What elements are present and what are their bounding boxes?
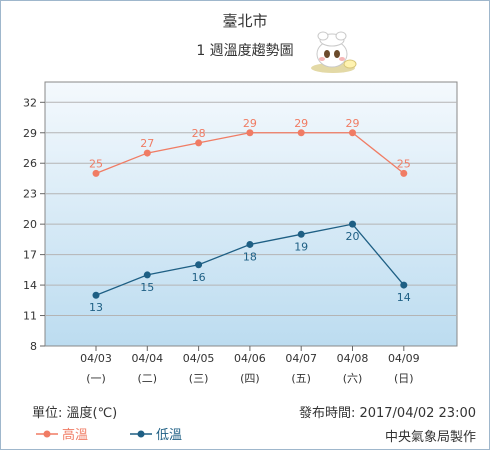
- y-tick-label: 8: [30, 340, 37, 353]
- legend-item-high: 高溫: [36, 424, 88, 443]
- data-point-low: [195, 261, 203, 269]
- data-label-low: 16: [192, 271, 206, 284]
- issued-time: 發布時間: 2017/04/02 23:00: [298, 406, 476, 421]
- x-weekday-label: (一): [86, 372, 106, 385]
- data-label-low: 19: [294, 240, 308, 253]
- y-tick-label: 23: [23, 188, 37, 201]
- data-point-high: [92, 169, 100, 177]
- data-label-low: 20: [346, 230, 360, 243]
- data-point-low: [143, 271, 151, 279]
- data-point-high: [195, 139, 203, 147]
- legend-item-low: 低溫: [130, 424, 182, 443]
- y-tick-label: 32: [23, 96, 37, 109]
- data-label-high: 28: [192, 127, 206, 140]
- data-point-high: [400, 169, 408, 177]
- data-label-high: 29: [346, 117, 360, 130]
- data-label-low: 15: [140, 281, 154, 294]
- data-label-low: 14: [397, 291, 411, 304]
- y-tick-label: 29: [23, 127, 37, 140]
- x-tick-label: 04/03: [80, 352, 112, 365]
- city-title: 臺北市: [222, 12, 268, 30]
- data-point-low: [400, 281, 408, 289]
- x-tick-label: 04/05: [183, 352, 215, 365]
- data-label-high: 25: [397, 157, 411, 170]
- data-label-high: 29: [294, 117, 308, 130]
- data-label-low: 18: [243, 250, 257, 263]
- data-label-low: 13: [89, 301, 103, 314]
- x-weekday-label: (二): [138, 372, 158, 385]
- plot-area: [44, 81, 458, 347]
- data-point-high: [349, 129, 356, 137]
- x-weekday-label: (六): [343, 372, 363, 385]
- legend-high-icon: [36, 430, 58, 437]
- x-weekday-label: (三): [189, 372, 209, 385]
- x-tick-label: 04/09: [388, 352, 420, 365]
- data-point-high: [143, 149, 151, 157]
- y-tick-label: 26: [23, 157, 37, 170]
- x-tick-label: 04/08: [337, 352, 369, 365]
- legend-low-icon: [130, 430, 152, 437]
- data-label-high: 25: [89, 157, 103, 170]
- y-tick-label: 11: [23, 310, 37, 323]
- weather-mascot-icon: [311, 31, 357, 73]
- data-point-low: [349, 220, 356, 228]
- x-weekday-label: (五): [291, 372, 311, 385]
- x-tick-label: 04/07: [285, 352, 317, 365]
- x-weekday-label: (日): [394, 372, 414, 385]
- data-label-high: 27: [140, 137, 154, 150]
- data-point-high: [297, 129, 305, 137]
- y-tick-label: 20: [23, 218, 37, 231]
- unit-label: 單位: 溫度(℃): [32, 406, 118, 421]
- chart-subtitle: 1 週溫度趨勢圖: [196, 43, 294, 59]
- x-tick-label: 04/04: [131, 352, 163, 365]
- data-point-low: [246, 240, 254, 248]
- y-tick-label: 17: [23, 249, 37, 262]
- legend-high-label: 高溫: [62, 428, 89, 443]
- producer-label: 中央氣象局製作: [384, 430, 476, 445]
- legend-low-label: 低溫: [156, 428, 183, 443]
- data-point-high: [246, 129, 254, 137]
- y-tick-label: 14: [23, 279, 37, 292]
- data-point-low: [297, 230, 305, 238]
- x-weekday-label: (四): [240, 372, 260, 385]
- x-tick-label: 04/06: [234, 352, 266, 365]
- data-label-high: 29: [243, 117, 257, 130]
- data-point-low: [92, 291, 100, 299]
